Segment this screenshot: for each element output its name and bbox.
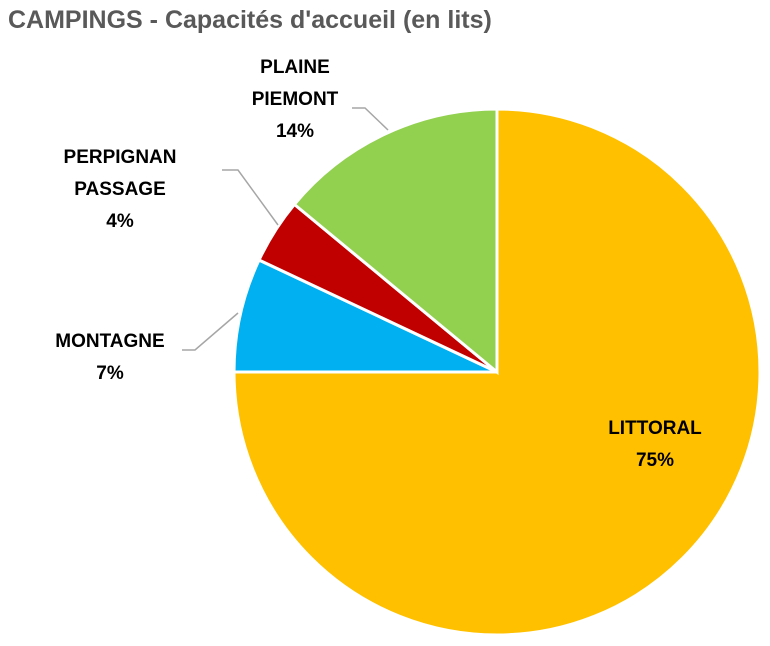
data-label: MONTAGNE 7% — [55, 326, 164, 390]
leader-line — [352, 107, 389, 131]
category-label: PERPIGNAN PASSAGE — [63, 147, 177, 200]
leader-line — [182, 312, 239, 351]
data-label: PERPIGNAN PASSAGE 4% — [64, 142, 177, 238]
chart-title: CAMPINGS - Capacités d'accueil (en lits) — [8, 6, 492, 34]
value-label: 7% — [96, 363, 124, 384]
category-label: LITTORAL — [608, 418, 702, 439]
pie-slice — [292, 107, 499, 376]
pie-slice — [232, 258, 498, 374]
category-label: MONTAGNE — [55, 331, 165, 352]
value-label: 14% — [275, 121, 315, 142]
category-label: PLAINE PIEMONT — [251, 57, 339, 110]
leader-line — [222, 169, 279, 226]
value-label: 75% — [635, 450, 675, 471]
pie-slice — [232, 107, 762, 637]
data-label: LITTORAL 75% — [608, 413, 702, 477]
value-label: 4% — [106, 211, 134, 232]
data-label: PLAINE PIEMONT 14% — [252, 52, 339, 148]
